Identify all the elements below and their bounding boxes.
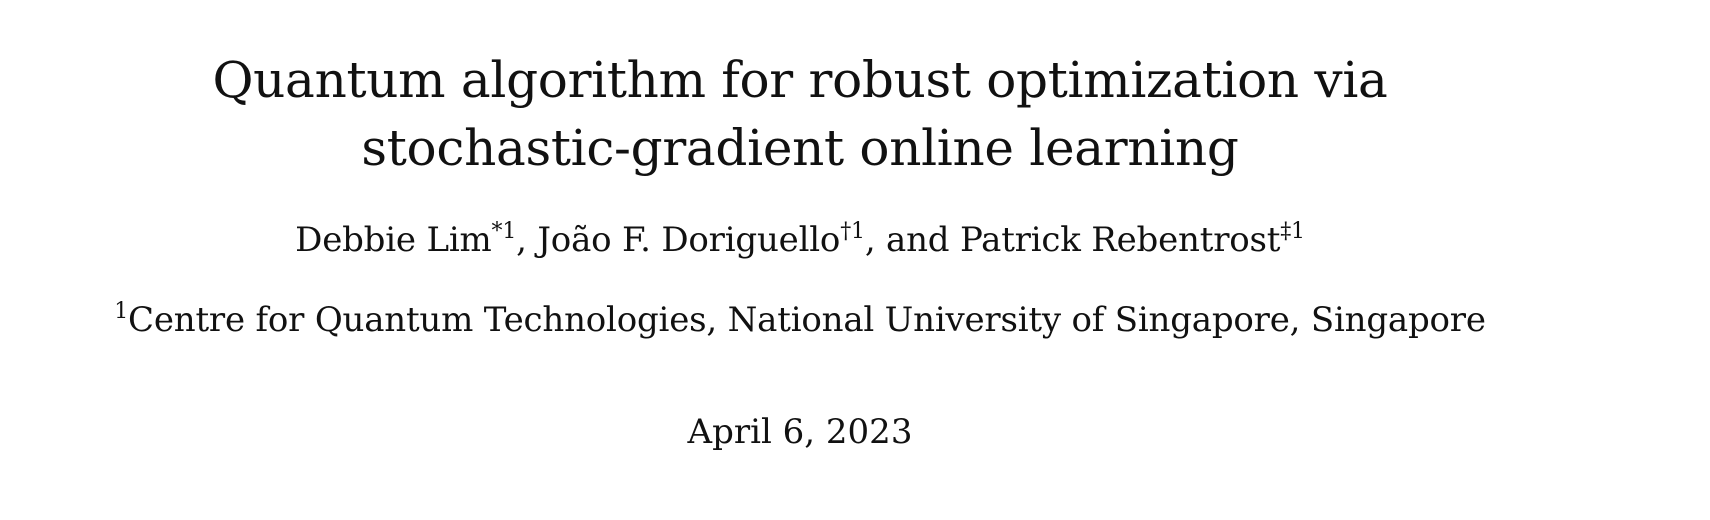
author-footnote-mark: ‡1 [1280, 219, 1305, 244]
publication-date: April 6, 2023 [687, 412, 913, 452]
paper-title: Quantum algorithm for robust optimizatio… [0, 46, 1600, 182]
author-name: Debbie Lim [295, 220, 492, 260]
author-footnote-mark: †1 [840, 219, 865, 244]
paper-title-line-2: stochastic-gradient online learning [361, 119, 1239, 177]
affiliation: 1Centre for Quantum Technologies, Nation… [0, 298, 1600, 347]
paper-header: Quantum algorithm for robust optimizatio… [0, 46, 1600, 452]
author-name: João F. Doriguello [537, 220, 841, 260]
affiliation-text: Centre for Quantum Technologies, Nationa… [128, 300, 1486, 340]
author-separator: , [516, 220, 538, 260]
affiliation-mark: 1 [114, 299, 129, 324]
author-name: Patrick Rebentrost [959, 220, 1281, 260]
author-list: Debbie Lim*1, João F. Doriguello†1, and … [0, 218, 1600, 267]
author-footnote-mark: *1 [491, 219, 517, 244]
author-separator: , and [864, 220, 960, 260]
paper-title-line-1: Quantum algorithm for robust optimizatio… [212, 51, 1388, 109]
